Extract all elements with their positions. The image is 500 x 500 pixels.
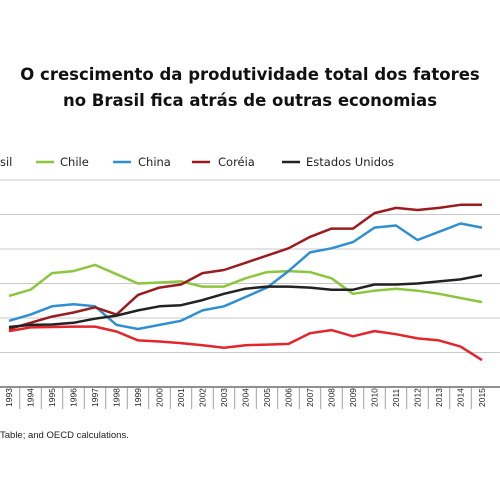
series-line-chile — [8, 263, 483, 304]
legend-label: Chile — [60, 155, 89, 169]
legend-label: sil — [0, 155, 12, 169]
x-tick-label: 2005 — [262, 388, 272, 407]
x-tick-label: 2010 — [370, 388, 380, 407]
x-tick-label: 1997 — [90, 388, 100, 407]
x-tick-label: 1995 — [47, 388, 57, 407]
series-line-coreia — [8, 203, 482, 331]
legend-label: China — [138, 155, 171, 169]
x-tick-label: 2011 — [391, 388, 401, 407]
x-tick-label: 2013 — [434, 388, 444, 407]
chart-grid — [0, 179, 500, 353]
chart-legend: sil Chile China Coréia Estados Unidos — [0, 155, 394, 169]
series-line-china — [8, 222, 483, 331]
line-chart: sil Chile China Coréia Estados Unidos 1993 19… — [0, 155, 500, 409]
x-axis: 1993 1994 1995 1996 1997 1998 1999 2000 2001 2002… — [0, 386, 500, 409]
x-tick-label: 1998 — [112, 388, 122, 407]
x-tick-label: 2009 — [348, 388, 358, 407]
x-tick-label: 2001 — [176, 388, 186, 407]
x-tick-label: 2015 — [477, 388, 487, 407]
x-tick-label: 2006 — [284, 388, 294, 407]
series-line-estados-unidos — [8, 273, 483, 329]
x-tick-label: 1994 — [26, 388, 36, 407]
legend-label: Estados Unidos — [306, 155, 394, 169]
chart-title-line-1: O crescimento da produtividade total dos… — [20, 65, 480, 84]
series-line-brasil — [8, 325, 483, 362]
x-tick-label: 2012 — [413, 388, 423, 407]
chart-lines — [8, 203, 483, 362]
x-tick-label: 1996 — [69, 388, 79, 407]
chart-title: O crescimento da produtividade total dos… — [0, 62, 500, 114]
x-tick-label: 2003 — [219, 388, 229, 407]
x-tick-label: 2004 — [241, 388, 251, 407]
chart-title-line-2: no Brasil fica atrás de outras economias — [62, 91, 438, 110]
x-tick-label: 2007 — [305, 388, 315, 407]
x-tick-label: 2000 — [155, 388, 165, 407]
x-tick-label: 2002 — [198, 388, 208, 407]
x-tick-label: 1999 — [133, 388, 143, 407]
legend-label: Coréia — [218, 155, 255, 169]
source-note: Table; and OECD calculations. — [0, 430, 129, 441]
x-tick-label: 1993 — [4, 388, 14, 407]
x-tick-label: 2014 — [456, 388, 466, 407]
x-tick-label: 2008 — [327, 388, 337, 407]
